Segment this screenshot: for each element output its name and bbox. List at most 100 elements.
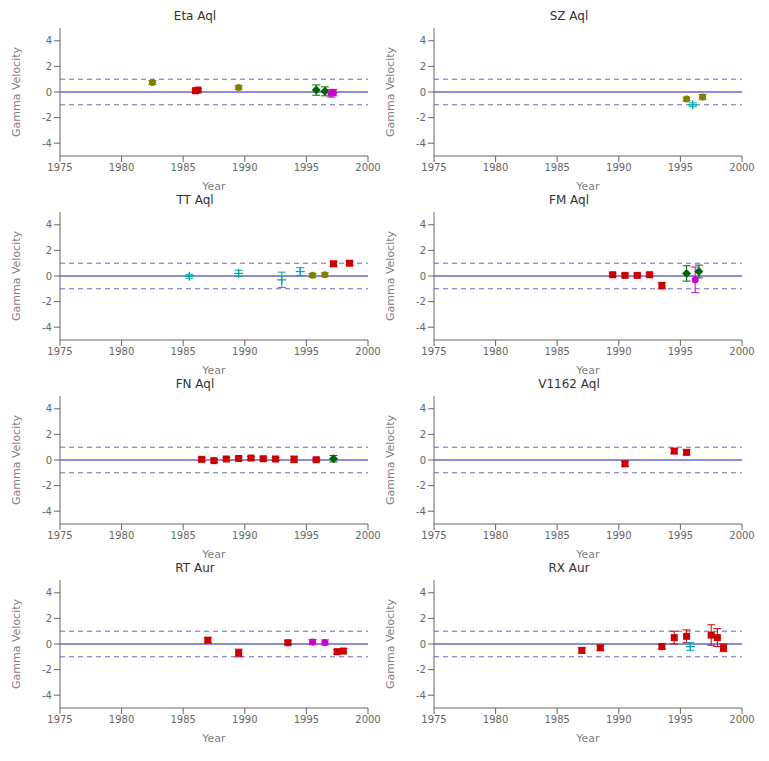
- svg-text:Gamma Velocity: Gamma Velocity: [10, 414, 23, 505]
- svg-text:1990: 1990: [606, 714, 631, 725]
- svg-text:-2: -2: [416, 296, 426, 307]
- svg-text:0: 0: [46, 87, 52, 98]
- svg-text:1980: 1980: [483, 346, 508, 357]
- svg-text:1985: 1985: [544, 346, 569, 357]
- svg-text:Gamma Velocity: Gamma Velocity: [10, 46, 23, 137]
- svg-text:1985: 1985: [544, 714, 569, 725]
- svg-text:2000: 2000: [355, 714, 380, 725]
- svg-text:1985: 1985: [170, 530, 195, 541]
- svg-text:1980: 1980: [109, 530, 134, 541]
- svg-text:0: 0: [420, 271, 426, 282]
- svg-text:1990: 1990: [606, 162, 631, 173]
- svg-text:4: 4: [46, 219, 52, 230]
- svg-text:-2: -2: [416, 664, 426, 675]
- svg-text:1985: 1985: [170, 162, 195, 173]
- svg-text:2000: 2000: [355, 162, 380, 173]
- svg-text:-2: -2: [42, 664, 52, 675]
- svg-text:1995: 1995: [668, 714, 693, 725]
- svg-text:1995: 1995: [668, 346, 693, 357]
- svg-text:2: 2: [420, 429, 426, 440]
- svg-text:-4: -4: [416, 506, 426, 517]
- svg-text:-4: -4: [416, 322, 426, 333]
- svg-text:1975: 1975: [47, 714, 72, 725]
- svg-text:2: 2: [420, 245, 426, 256]
- svg-text:2: 2: [46, 429, 52, 440]
- svg-text:1975: 1975: [421, 714, 446, 725]
- svg-text:Gamma Velocity: Gamma Velocity: [384, 230, 397, 321]
- svg-text:4: 4: [46, 35, 52, 46]
- svg-text:1975: 1975: [421, 346, 446, 357]
- svg-text:Year: Year: [201, 180, 226, 192]
- svg-text:Gamma Velocity: Gamma Velocity: [10, 598, 23, 689]
- svg-text:0: 0: [46, 639, 52, 650]
- svg-text:0: 0: [420, 639, 426, 650]
- svg-text:4: 4: [46, 403, 52, 414]
- svg-text:Year: Year: [201, 548, 226, 560]
- svg-text:1985: 1985: [170, 714, 195, 725]
- svg-text:Year: Year: [575, 364, 600, 376]
- svg-text:1990: 1990: [232, 346, 257, 357]
- svg-text:1990: 1990: [232, 714, 257, 725]
- svg-text:2: 2: [420, 613, 426, 624]
- svg-text:2000: 2000: [729, 714, 754, 725]
- svg-text:1980: 1980: [109, 714, 134, 725]
- svg-text:Gamma Velocity: Gamma Velocity: [10, 230, 23, 321]
- svg-text:1990: 1990: [232, 162, 257, 173]
- svg-text:1990: 1990: [232, 530, 257, 541]
- svg-text:1975: 1975: [421, 162, 446, 173]
- svg-text:1990: 1990: [606, 530, 631, 541]
- svg-text:0: 0: [46, 455, 52, 466]
- svg-text:Gamma Velocity: Gamma Velocity: [384, 414, 397, 505]
- svg-text:2000: 2000: [355, 530, 380, 541]
- svg-text:2: 2: [420, 61, 426, 72]
- svg-text:Year: Year: [575, 180, 600, 192]
- svg-text:1995: 1995: [294, 714, 319, 725]
- svg-text:-2: -2: [42, 296, 52, 307]
- svg-text:1995: 1995: [668, 162, 693, 173]
- svg-text:-4: -4: [42, 322, 52, 333]
- svg-text:0: 0: [420, 455, 426, 466]
- svg-text:1980: 1980: [483, 530, 508, 541]
- svg-text:1995: 1995: [294, 346, 319, 357]
- svg-text:1990: 1990: [606, 346, 631, 357]
- svg-text:Year: Year: [201, 732, 226, 744]
- svg-text:1975: 1975: [47, 346, 72, 357]
- svg-text:-4: -4: [42, 138, 52, 149]
- svg-text:Gamma Velocity: Gamma Velocity: [384, 46, 397, 137]
- svg-text:1985: 1985: [544, 530, 569, 541]
- svg-text:1980: 1980: [109, 162, 134, 173]
- svg-text:1985: 1985: [170, 346, 195, 357]
- svg-text:-4: -4: [42, 690, 52, 701]
- svg-text:4: 4: [420, 403, 426, 414]
- svg-text:0: 0: [420, 87, 426, 98]
- svg-text:1980: 1980: [483, 162, 508, 173]
- svg-text:Year: Year: [575, 732, 600, 744]
- svg-text:-4: -4: [42, 506, 52, 517]
- svg-text:4: 4: [46, 587, 52, 598]
- svg-text:1995: 1995: [294, 162, 319, 173]
- svg-text:-4: -4: [416, 690, 426, 701]
- svg-text:2000: 2000: [355, 346, 380, 357]
- svg-text:-4: -4: [416, 138, 426, 149]
- svg-text:Year: Year: [201, 364, 226, 376]
- svg-text:1975: 1975: [47, 162, 72, 173]
- svg-text:1995: 1995: [668, 530, 693, 541]
- svg-text:1980: 1980: [109, 346, 134, 357]
- svg-text:0: 0: [46, 271, 52, 282]
- svg-text:1975: 1975: [421, 530, 446, 541]
- svg-text:Year: Year: [575, 548, 600, 560]
- svg-text:1975: 1975: [47, 530, 72, 541]
- svg-text:-2: -2: [42, 480, 52, 491]
- svg-text:-2: -2: [42, 112, 52, 123]
- svg-text:4: 4: [420, 219, 426, 230]
- svg-text:Gamma Velocity: Gamma Velocity: [384, 598, 397, 689]
- svg-text:4: 4: [420, 587, 426, 598]
- svg-text:2000: 2000: [729, 346, 754, 357]
- svg-text:-2: -2: [416, 480, 426, 491]
- svg-text:2000: 2000: [729, 162, 754, 173]
- svg-text:4: 4: [420, 35, 426, 46]
- svg-text:1980: 1980: [483, 714, 508, 725]
- svg-text:-2: -2: [416, 112, 426, 123]
- svg-text:1995: 1995: [294, 530, 319, 541]
- svg-text:2: 2: [46, 61, 52, 72]
